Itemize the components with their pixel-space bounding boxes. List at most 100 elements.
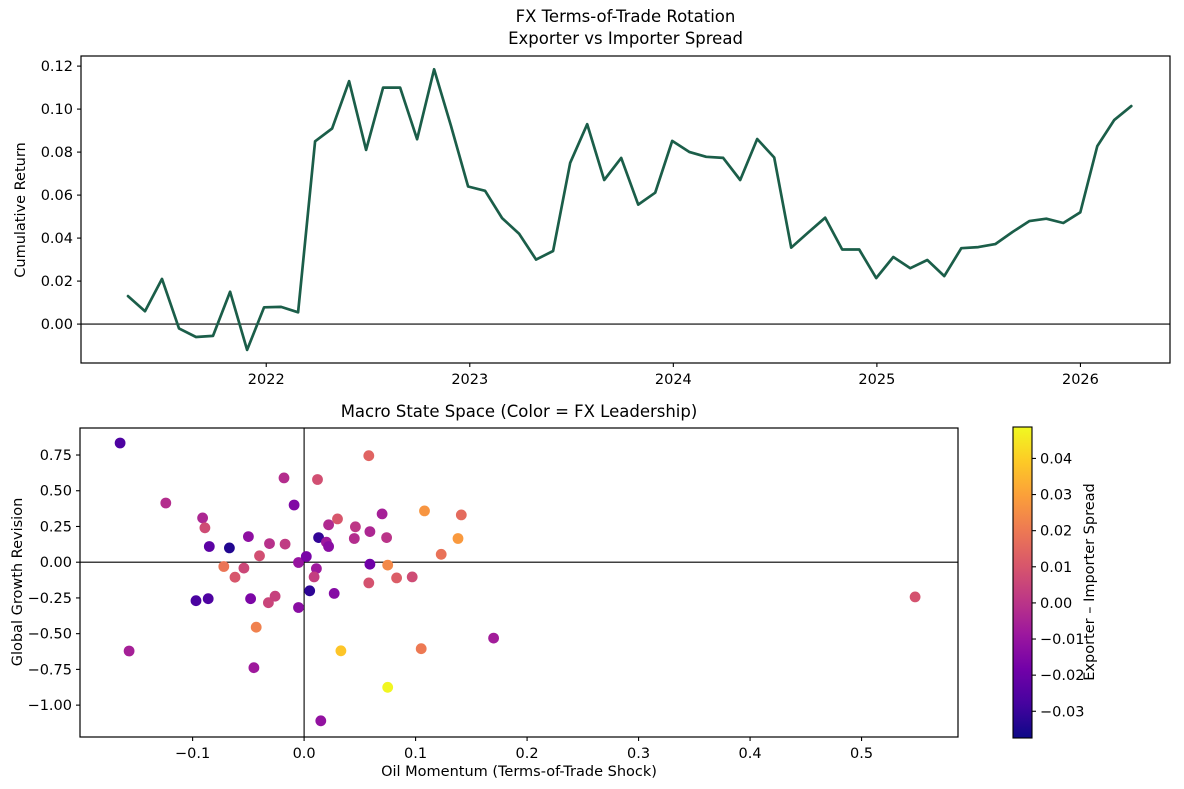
scatter-point xyxy=(197,512,209,524)
y-tick-label: 0.06 xyxy=(41,188,73,204)
y-tick-label: −0.75 xyxy=(28,662,72,678)
scatter-point xyxy=(238,562,250,574)
colorbar-tick-label: 0.04 xyxy=(1040,451,1072,467)
x-tick-label: 0.4 xyxy=(739,746,762,762)
y-tick-label: 0.75 xyxy=(40,448,72,464)
scatter-point xyxy=(363,577,375,589)
scatter-point xyxy=(455,509,467,521)
scatter-point xyxy=(391,572,402,584)
colorbar: 0.04 0.03 0.02 0.01 0.00 −0.01 −0.02 −0.03 xyxy=(1012,426,1084,739)
scatter-point xyxy=(328,588,340,599)
y-tick-label: 0.00 xyxy=(41,317,73,333)
colorbar-tick-label: 0.01 xyxy=(1040,560,1072,576)
x-tick-label: 2024 xyxy=(655,372,692,388)
scatter-point xyxy=(406,571,418,583)
scatter-point xyxy=(381,532,392,543)
colorbar-tick-label: −0.01 xyxy=(1040,632,1084,648)
colorbar-tick-label: 0.02 xyxy=(1040,524,1072,540)
y-tick-label: 0.00 xyxy=(40,555,72,571)
x-tick-label: 0.1 xyxy=(404,746,427,762)
x-tick-label: 0.2 xyxy=(516,746,539,762)
scatter-point xyxy=(350,521,361,533)
scatter-point xyxy=(229,571,241,583)
scatter-point xyxy=(300,551,312,562)
scatter-point xyxy=(488,632,499,644)
cumulative-return-line xyxy=(126,67,1133,352)
scatter-point xyxy=(243,531,254,542)
x-tick-label: 2022 xyxy=(248,372,285,388)
scatter-point xyxy=(245,593,256,605)
x-tick-label: −0.1 xyxy=(175,746,210,762)
line-chart-subtitle: Exporter vs Importer Spread xyxy=(508,29,743,48)
scatter-point xyxy=(435,548,447,560)
scatter-point xyxy=(269,590,281,602)
x-tick-label: 0.0 xyxy=(293,746,316,762)
colorbar-tick-label: 0.03 xyxy=(1040,488,1072,504)
scatter-point xyxy=(199,522,211,534)
y-tick-label: 0.04 xyxy=(41,231,73,247)
colorbar-gradient xyxy=(1012,426,1033,739)
scatter-point xyxy=(224,542,235,554)
scatter-point xyxy=(308,571,320,583)
x-tick-label: 2025 xyxy=(858,372,895,388)
scatter-point xyxy=(293,557,304,568)
scatter-point xyxy=(160,497,172,509)
scatter-border xyxy=(79,427,959,738)
y-tick-label: −0.25 xyxy=(28,591,72,607)
scatter-point xyxy=(288,499,300,511)
scatter-point xyxy=(278,472,290,484)
scatter-panel: −0.1 0.0 0.1 0.2 0.3 0.4 0.5 0.75 0.50 0.25 0.00 −0… xyxy=(28,427,959,762)
scatter-point xyxy=(376,508,388,520)
scatter-point xyxy=(114,437,126,449)
scatter-point xyxy=(311,563,322,574)
scatter-point xyxy=(332,513,343,525)
scatter-point xyxy=(315,715,327,727)
scatter-point xyxy=(190,595,202,607)
scatter-point xyxy=(203,541,215,552)
scatter-point xyxy=(364,558,376,570)
x-tick-label: 0.5 xyxy=(850,746,873,762)
scatter-point xyxy=(312,474,323,485)
y-tick-label: 0.10 xyxy=(41,102,73,118)
y-tick-label: 0.25 xyxy=(40,519,72,535)
y-tick-label: 0.50 xyxy=(40,484,72,500)
scatter-point xyxy=(264,538,275,549)
colorbar-tick-label: −0.03 xyxy=(1040,704,1084,720)
colorbar-tick-label: 0.00 xyxy=(1040,596,1072,612)
scatter-point xyxy=(382,559,394,571)
scatter-point xyxy=(218,561,230,572)
colorbar-tick-label: −0.02 xyxy=(1040,668,1084,684)
x-tick-label: 0.3 xyxy=(627,746,650,762)
line-chart-title: FX Terms-of-Trade Rotation xyxy=(515,7,736,26)
scatter-point xyxy=(263,597,274,609)
scatter-title: Macro State Space (Color = FX Leadership… xyxy=(340,402,698,421)
scatter-point xyxy=(452,533,464,544)
scatter-point xyxy=(323,541,334,552)
y-tick-label: −0.50 xyxy=(28,627,72,643)
x-tick-label: 2026 xyxy=(1062,372,1099,388)
y-tick-label: 0.08 xyxy=(41,145,73,161)
y-tick-label: 0.12 xyxy=(41,59,73,75)
scatter-point xyxy=(313,532,324,543)
y-tick-label: −1.00 xyxy=(28,698,72,714)
scatter-point xyxy=(415,643,427,655)
scatter-xlabel: Oil Momentum (Terms-of-Trade Shock) xyxy=(381,764,657,780)
scatter-point xyxy=(335,645,347,657)
scatter-point xyxy=(279,538,291,550)
scatter-point xyxy=(248,662,260,674)
scatter-point xyxy=(202,593,214,605)
scatter-point xyxy=(304,585,316,597)
scatter-point xyxy=(348,533,360,544)
line-chart-border xyxy=(80,55,1171,364)
scatter-point xyxy=(909,591,921,603)
x-tick-label: 2023 xyxy=(451,372,488,388)
scatter-point xyxy=(382,681,394,693)
y-tick-label: 0.02 xyxy=(41,274,73,290)
scatter-point xyxy=(364,526,376,537)
scatter-point xyxy=(293,602,304,613)
line-chart-panel: 2022 2023 2024 2025 2026 0.00 0.02 0.04 0.06 0.08… xyxy=(41,55,1171,388)
scatter-point xyxy=(254,550,265,562)
scatter-point xyxy=(123,645,135,657)
scatter-point xyxy=(419,505,430,517)
